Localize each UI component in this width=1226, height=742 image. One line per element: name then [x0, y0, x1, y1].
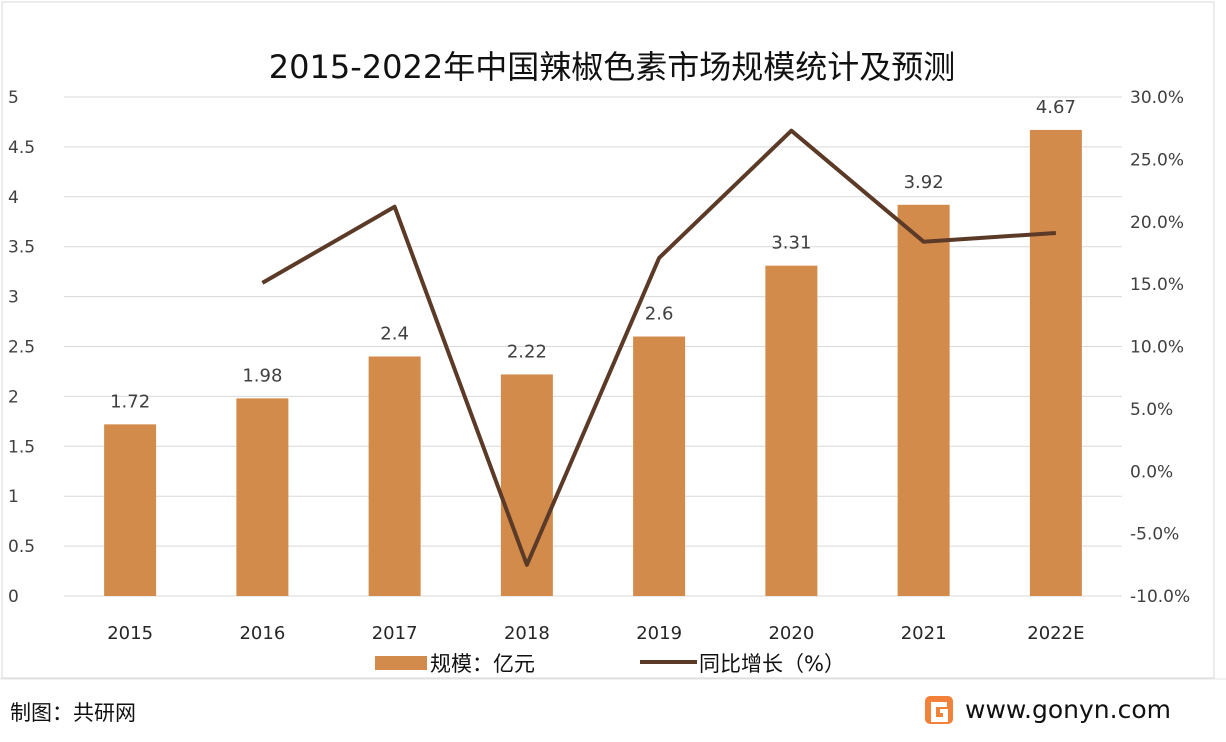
chart-title: 2015-2022年中国辣椒色素市场规模统计及预测: [269, 48, 955, 86]
left-tick-label: 3: [8, 288, 19, 308]
bar: [633, 336, 686, 596]
left-tick-label: 5: [8, 88, 19, 108]
bars: 1.72 1.98 2.4 2.22 2.6 3.31 3.92 4.67: [104, 97, 1082, 596]
left-tick-label: 4.5: [8, 138, 35, 158]
bar-data-label: 3.31: [771, 233, 811, 254]
bar: [765, 265, 818, 596]
bar: [368, 356, 421, 596]
x-tick-label: 2019: [636, 623, 682, 644]
bar-data-label: 2.4: [380, 323, 409, 344]
right-tick-label: 30.0%: [1130, 88, 1184, 108]
bar-data-label: 4.67: [1036, 97, 1076, 118]
right-tick-label: 15.0%: [1130, 275, 1184, 295]
left-tick-label: 1.5: [8, 437, 35, 457]
right-tick-label: 10.0%: [1130, 338, 1184, 358]
legend-line-label: 同比增长（%）: [699, 652, 845, 676]
bar-data-label: 1.98: [242, 365, 282, 386]
gridlines: [64, 96, 1122, 597]
bar-data-label: 2.6: [645, 304, 674, 325]
legend-bar-label: 规模：亿元: [430, 652, 535, 676]
bar: [1029, 129, 1082, 596]
right-axis: -10.0% -5.0% 0.0% 5.0% 10.0% 15.0% 20.0% 25.0% 3…: [1130, 88, 1190, 607]
source-label: 制图：共研网: [10, 701, 136, 725]
bar: [104, 424, 157, 596]
x-tick-label: 2022E: [1027, 623, 1084, 644]
left-tick-label: 4: [8, 188, 19, 208]
website-label: www.gonyn.com: [965, 695, 1171, 724]
bar-data-label: 1.72: [110, 391, 150, 412]
right-tick-label: -5.0%: [1130, 525, 1179, 545]
left-tick-label: 1: [8, 487, 19, 507]
x-tick-label: 2015: [107, 623, 153, 644]
x-axis: 2015 2016 2017 2018 2019 2020 2021 2022E: [107, 623, 1084, 644]
x-tick-label: 2016: [239, 623, 285, 644]
right-tick-label: 20.0%: [1130, 213, 1184, 233]
bar-data-label: 2.22: [507, 341, 547, 362]
bar: [236, 398, 289, 596]
right-tick-label: 0.0%: [1130, 462, 1173, 482]
x-tick-label: 2021: [901, 623, 947, 644]
left-tick-label: 0: [8, 587, 19, 607]
growth-line: [261, 128, 1057, 567]
right-tick-label: 25.0%: [1130, 150, 1184, 170]
x-tick-label: 2017: [372, 623, 418, 644]
gonyn-logo-icon: [925, 696, 953, 724]
bar: [897, 204, 950, 596]
left-tick-label: 2.5: [8, 338, 35, 358]
legend: 规模：亿元 同比增长（%）: [375, 652, 845, 676]
legend-bar-swatch: [375, 656, 427, 670]
x-tick-label: 2020: [768, 623, 814, 644]
left-tick-label: 3.5: [8, 238, 35, 258]
left-tick-label: 2: [8, 387, 19, 407]
left-axis: 0 0.5 1 1.5 2 2.5 3 3.5 4 4.5 5: [8, 88, 35, 607]
right-tick-label: 5.0%: [1130, 400, 1173, 420]
chart-frame: [1, 1, 1215, 679]
x-tick-label: 2018: [504, 623, 550, 644]
left-tick-label: 0.5: [8, 537, 35, 557]
right-tick-label: -10.0%: [1130, 587, 1190, 607]
bar-data-label: 3.92: [904, 172, 944, 193]
